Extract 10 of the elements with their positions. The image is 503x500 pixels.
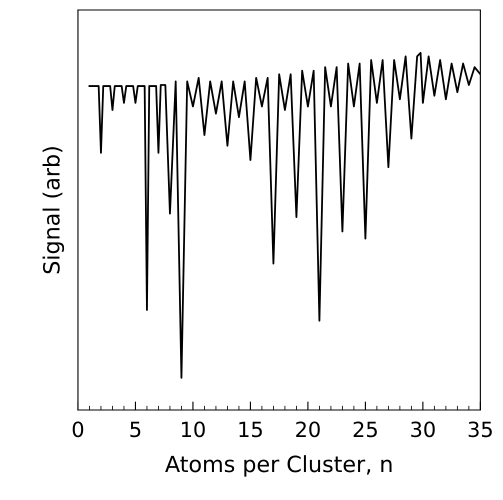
x-tick-label: 25 <box>354 421 377 438</box>
x-axis-title: Atoms per Cluster, n <box>165 455 392 477</box>
x-tick-label: 20 <box>296 421 320 438</box>
x-tick-label: 15 <box>239 422 262 438</box>
y-axis-title: Signal (arb) <box>42 147 64 274</box>
x-tick-label: 5 <box>130 422 140 438</box>
x-tick-label: 0 <box>72 421 84 438</box>
x-tick-label: 35 <box>468 421 492 438</box>
x-tick-label: 30 <box>411 421 435 438</box>
x-tick-label: 10 <box>182 421 205 438</box>
